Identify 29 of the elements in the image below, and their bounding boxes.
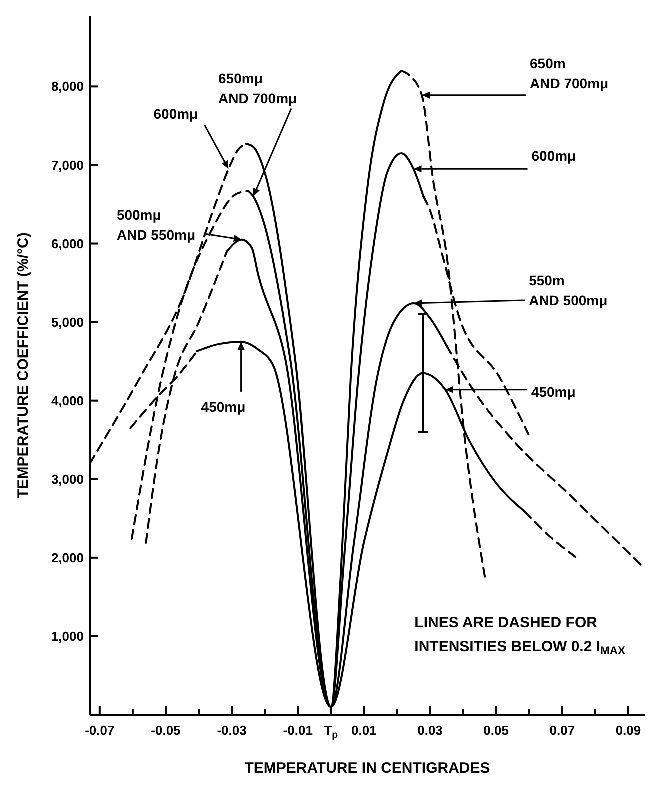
annotation: 600mμ: [154, 106, 198, 122]
y-axis-title: TEMPERATURE COEFFICIENT (%/°C): [15, 232, 32, 498]
x-tick-label: T$_{p}$: [324, 723, 338, 741]
x-tick-label: -0.07: [85, 723, 115, 738]
annotation: LINES ARE DASHED FOR INTENSITIES BELOW 0.2 I$_{MAX}$: [414, 614, 626, 658]
x-tick-label: 0.09: [616, 723, 642, 738]
annotation: 450mμ: [201, 398, 246, 415]
annotation: 650m AND 700mμ: [530, 55, 609, 92]
x-tick-label: 0.07: [550, 723, 576, 738]
x-tick-label: 0.03: [418, 723, 443, 738]
x-tick-label: 0.05: [484, 723, 509, 738]
y-tick-label: 3,000: [51, 472, 84, 487]
y-tick-label: 4,000: [51, 393, 84, 408]
y-tick-label: 8,000: [51, 79, 84, 94]
annotation: 450mμ: [531, 384, 576, 400]
x-tick-label: -0.03: [217, 723, 247, 738]
y-tick-label: 6,000: [51, 236, 84, 252]
annotation: 550m AND 500mμ: [529, 272, 608, 308]
x-tick-label: -0.05: [151, 723, 181, 738]
x-axis-title: TEMPERATURE IN CENTIGRADES: [244, 760, 490, 777]
y-tick-label: 5,000: [51, 314, 84, 330]
annotation: 500mμ AND 550mμ: [116, 206, 196, 243]
x-tick-label: -0.01: [283, 723, 313, 738]
y-tick-label: 1,000: [51, 629, 84, 644]
x-tick-label: 0.01: [352, 723, 377, 738]
y-tick-label: 2,000: [51, 550, 84, 566]
annotation: 600mμ: [532, 148, 576, 164]
y-tick-label: 7,000: [51, 158, 84, 173]
annotation: 650mμ AND 700mμ: [218, 70, 298, 107]
